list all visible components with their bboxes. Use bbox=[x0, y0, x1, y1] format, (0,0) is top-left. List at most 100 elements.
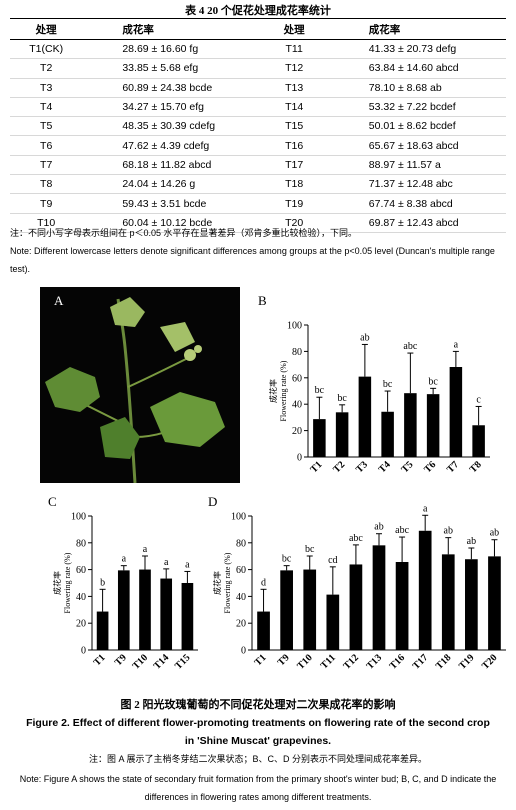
table-cell: 68.18 ± 11.82 abcd bbox=[82, 155, 260, 176]
table-row: T7 68.18 ± 11.82 abcd T17 88.97 ± 11.57 a bbox=[10, 155, 506, 176]
bar bbox=[372, 545, 386, 650]
table-cell: 34.27 ± 15.70 efg bbox=[82, 97, 260, 118]
table-cell: 50.01 ± 8.62 bcdef bbox=[328, 116, 506, 137]
x-tick-label: T10 bbox=[295, 652, 315, 672]
table-cell: T7 bbox=[10, 155, 83, 176]
bar bbox=[381, 411, 394, 457]
y-tick-label: 20 bbox=[76, 619, 86, 630]
x-tick-label: T6 bbox=[422, 459, 438, 475]
bar bbox=[139, 569, 151, 650]
y-tick-label: 0 bbox=[81, 646, 86, 657]
x-tick-label: T10 bbox=[131, 652, 151, 672]
bar bbox=[335, 412, 349, 457]
table-cell: T1(CK) bbox=[10, 39, 83, 60]
x-tick-label: T14 bbox=[152, 652, 172, 672]
y-axis-label: Flowering rate (%) bbox=[63, 552, 72, 613]
y-tick-label: 0 bbox=[241, 646, 246, 657]
significance-letter: bc bbox=[282, 554, 292, 565]
significance-letter: abc bbox=[403, 341, 417, 352]
significance-letter: ab bbox=[490, 528, 499, 539]
header-cell: 成花率 bbox=[82, 18, 260, 40]
significance-letter: a bbox=[143, 544, 148, 555]
data-table: 处理 成花率 处理 成花率 T1(CK) 28.69 ± 16.60 fg T11 41.3… bbox=[10, 18, 506, 233]
y-tick-label: 40 bbox=[76, 592, 86, 603]
table-cell: 60.89 ± 24.38 bcde bbox=[82, 78, 260, 98]
x-tick-label: T13 bbox=[365, 652, 385, 672]
bar bbox=[404, 393, 417, 457]
y-tick-label: 60 bbox=[292, 373, 302, 384]
header-cell: 成花率 bbox=[328, 18, 506, 40]
y-axis-label: Flowering rate (%) bbox=[223, 552, 232, 613]
significance-letter: ab bbox=[360, 332, 369, 343]
x-tick-label: T1 bbox=[92, 652, 108, 668]
table-row: T9 59.43 ± 3.51 bcde T19 67.74 ± 8.38 abcd bbox=[10, 193, 506, 214]
table-cell: 24.04 ± 14.26 g bbox=[82, 174, 260, 195]
bar bbox=[303, 569, 317, 650]
table-cell: T14 bbox=[259, 97, 329, 118]
y-tick-label: 20 bbox=[292, 426, 302, 437]
table-cell: T5 bbox=[10, 116, 83, 137]
bar bbox=[96, 611, 109, 650]
table-cell: T16 bbox=[259, 135, 329, 156]
table-cell: 48.35 ± 30.39 cdefg bbox=[82, 116, 260, 137]
y-tick-label: 40 bbox=[236, 592, 246, 603]
table-cell: 59.43 ± 3.51 bcde bbox=[82, 193, 260, 214]
significance-letter: bc bbox=[315, 385, 325, 396]
bar bbox=[280, 570, 293, 650]
bar bbox=[418, 530, 432, 650]
x-tick-label: T5 bbox=[399, 459, 415, 475]
y-tick-label: 20 bbox=[236, 619, 246, 630]
table-cell: 71.37 ± 12.48 abc bbox=[328, 174, 506, 195]
significance-letter: bc bbox=[305, 544, 315, 555]
x-tick-label: T17 bbox=[411, 652, 431, 672]
bar bbox=[117, 570, 130, 650]
significance-letter: ab bbox=[467, 536, 476, 547]
x-tick-label: T12 bbox=[341, 652, 361, 672]
significance-letter: bc bbox=[337, 393, 347, 404]
x-tick-label: T20 bbox=[480, 652, 500, 672]
x-tick-label: T18 bbox=[434, 652, 454, 672]
bar bbox=[472, 425, 485, 457]
table-row: T10 60.04 ± 10.12 bcde T20 69.87 ± 12.43 ab… bbox=[10, 213, 506, 233]
significance-letter: bc bbox=[383, 379, 393, 390]
bar bbox=[441, 554, 455, 650]
bar bbox=[449, 367, 463, 457]
table-cell: T11 bbox=[259, 39, 329, 60]
table-cell: 41.33 ± 20.73 defg bbox=[328, 39, 506, 60]
bar bbox=[426, 394, 440, 457]
significance-letter: cd bbox=[328, 555, 337, 566]
x-tick-label: T9 bbox=[113, 652, 129, 668]
bar bbox=[488, 556, 501, 650]
x-tick-label: T15 bbox=[173, 652, 193, 672]
bar bbox=[326, 594, 340, 650]
table-cell: 63.84 ± 14.60 abcd bbox=[328, 58, 506, 79]
table-note: 注：不同小写字母表示组间在 p＜0.05 水平存在显著差异（邓肯多重比较检验），… bbox=[10, 228, 358, 238]
x-tick-label: T3 bbox=[354, 459, 370, 475]
panel-label: A bbox=[54, 293, 64, 308]
table-cell: T2 bbox=[10, 58, 83, 79]
table-cell: T4 bbox=[10, 97, 83, 118]
bar bbox=[465, 559, 478, 650]
table-row: T2 33.85 ± 5.68 efg T12 63.84 ± 14.60 abcd bbox=[10, 58, 506, 79]
bar-chart: C 成花率 Flowering rate (%) 0 20 40 60 80 100 b T1 a T9… bbox=[48, 494, 198, 672]
x-tick-label: T16 bbox=[388, 652, 408, 672]
significance-letter: b bbox=[100, 577, 105, 588]
table-cell: 28.69 ± 16.60 fg bbox=[82, 39, 260, 60]
bar-chart: B 成花率 Flowering rate (%) 0 20 40 60 80 100 bc T1 bc… bbox=[258, 293, 490, 475]
y-tick-label: 60 bbox=[76, 565, 86, 576]
caption-en: Figure 2. Effect of different flower-pro… bbox=[26, 717, 490, 747]
table-cell: T10 bbox=[10, 213, 83, 233]
x-tick-label: T4 bbox=[377, 459, 393, 475]
table-cell: T13 bbox=[259, 78, 329, 98]
table-cell: T12 bbox=[259, 58, 329, 79]
table-cell: T9 bbox=[10, 193, 83, 214]
table-cell: 33.85 ± 5.68 efg bbox=[82, 58, 260, 79]
y-tick-label: 0 bbox=[297, 453, 302, 464]
table-cell: T3 bbox=[10, 78, 83, 98]
figure-note-en: Note: Figure A shows the state of second… bbox=[19, 774, 497, 802]
y-tick-label: 40 bbox=[292, 400, 302, 411]
bar-chart: D 成花率 Flowering rate (%) 0 20 40 60 80 100 d T1 bc T… bbox=[208, 494, 506, 672]
bar bbox=[358, 376, 372, 457]
significance-letter: abc bbox=[395, 525, 409, 536]
